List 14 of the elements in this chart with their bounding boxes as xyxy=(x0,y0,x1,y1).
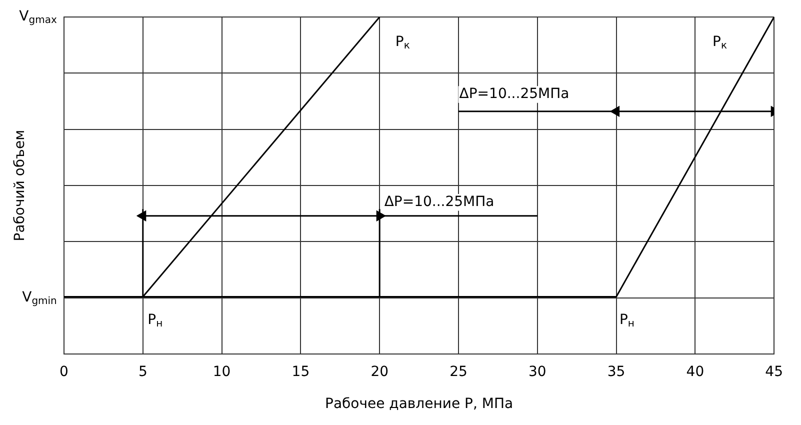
x-tick-label: 25 xyxy=(450,364,468,380)
x-tick-label: 20 xyxy=(370,364,389,380)
x-tick-label: 35 xyxy=(607,364,626,380)
annotation: ΔP=10...25МПа xyxy=(384,194,494,210)
x-tick-label: 5 xyxy=(138,364,148,380)
x-axis-title: Рабочее давление Р, МПа xyxy=(325,396,514,412)
x-tick-label: 0 xyxy=(60,364,68,380)
x-tick-label: 10 xyxy=(212,364,231,380)
x-tick-label: 45 xyxy=(765,364,784,380)
x-tick-label: 15 xyxy=(292,364,310,380)
x-tick-label: 40 xyxy=(686,364,704,380)
y-axis-title: Рабочий объем xyxy=(12,130,28,242)
x-tick-label: 30 xyxy=(528,364,546,380)
annotation: ΔP=10...25МПа xyxy=(459,86,570,102)
